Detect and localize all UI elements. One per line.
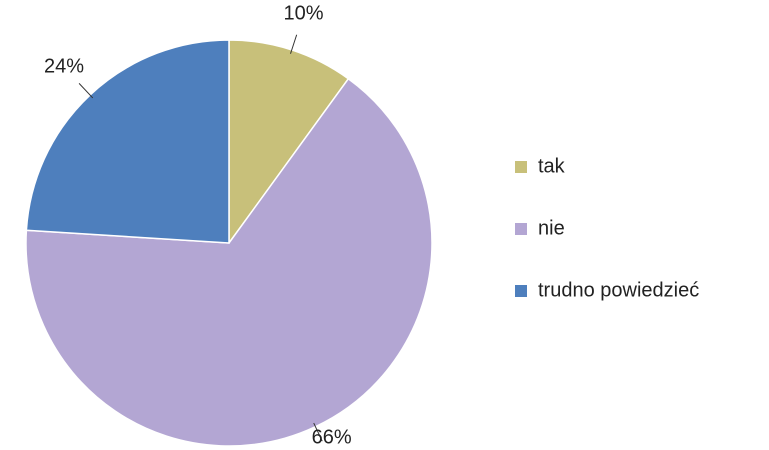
legend-label: nie — [538, 217, 565, 239]
leader-line — [313, 422, 323, 442]
leader-line — [290, 34, 298, 54]
legend-label: tak — [538, 155, 566, 177]
data-label: 10% — [283, 2, 323, 24]
legend-label: trudno powiedzieć — [538, 279, 699, 301]
legend-swatch — [515, 285, 527, 297]
legend-swatch — [515, 223, 527, 235]
data-label: 66% — [312, 426, 352, 448]
legend-swatch — [515, 161, 527, 173]
leader-line — [78, 83, 94, 99]
data-label: 24% — [44, 56, 84, 78]
